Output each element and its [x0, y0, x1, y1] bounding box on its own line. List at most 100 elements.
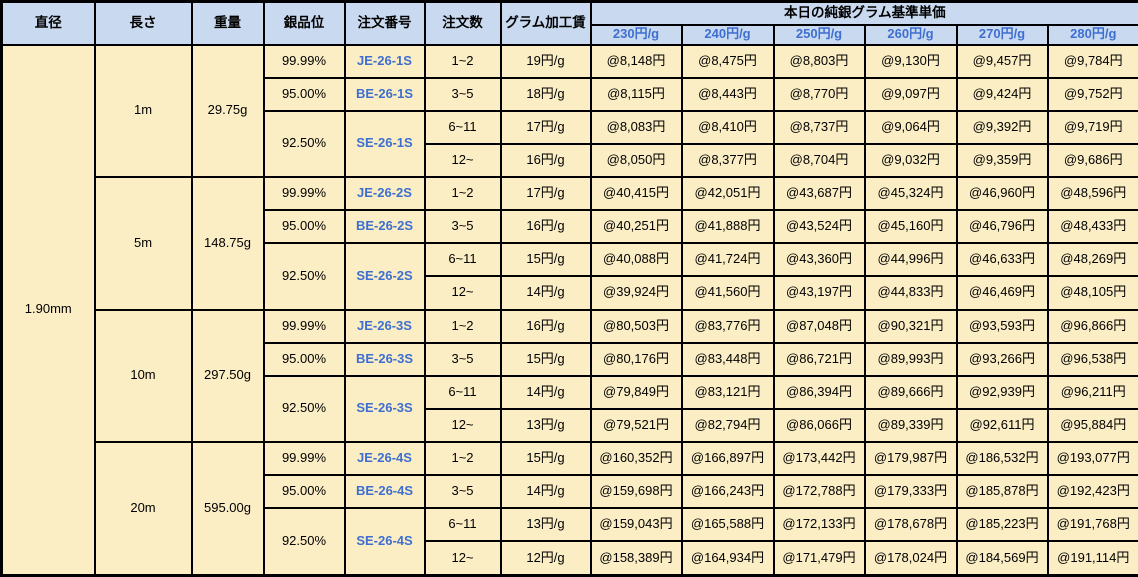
- order-no-cell: BE-26-2S: [343, 209, 426, 245]
- price-cell: @82,794円: [680, 407, 775, 444]
- price-cell: @89,993円: [863, 341, 958, 377]
- order-qty-cell: 3~5: [423, 76, 502, 112]
- price-cell: @158,389円: [589, 540, 683, 577]
- purity-cell: 99.99%: [262, 43, 346, 79]
- price-cell: @8,475円: [680, 43, 775, 79]
- header-row-rates: 230円/g 240円/g 250円/g 260円/g 270円/g 280円/…: [2, 23, 1138, 46]
- col-header-price-group-title: 本日の純銀グラム基準単価: [589, 0, 1138, 26]
- price-cell: @46,469円: [955, 275, 1049, 311]
- length-cell: 1m: [93, 43, 193, 178]
- diameter-cell: 1.90mm: [0, 43, 96, 577]
- length-cell: 10m: [93, 308, 193, 443]
- price-cell: @83,121円: [680, 374, 775, 410]
- price-cell: @172,788円: [772, 474, 866, 510]
- order-qty-cell: 1~2: [423, 308, 502, 344]
- col-header-rate-250: 250円/g: [772, 23, 866, 46]
- price-cell: @43,360円: [772, 242, 866, 278]
- order-no-cell: JE-26-1S: [343, 43, 426, 79]
- fee-cell: 15円/g: [499, 440, 592, 477]
- price-cell: @8,115円: [589, 76, 683, 112]
- order-qty-cell: 6~11: [423, 242, 502, 278]
- col-header-rate-280: 280円/g: [1046, 23, 1138, 46]
- col-header-diameter: 直径: [0, 0, 96, 46]
- purity-cell: 92.50%: [262, 109, 346, 179]
- price-cell: @86,721円: [772, 341, 866, 377]
- length-cell: 20m: [93, 441, 193, 577]
- price-cell: @191,768円: [1046, 507, 1138, 543]
- price-cell: @178,024円: [863, 540, 958, 577]
- price-cell: @92,611円: [955, 407, 1049, 444]
- price-cell: @8,443円: [680, 76, 775, 112]
- price-cell: @186,532円: [955, 440, 1049, 477]
- price-cell: @95,884円: [1046, 407, 1138, 444]
- price-cell: @8,737円: [772, 109, 866, 145]
- order-qty-cell: 12~: [423, 540, 502, 577]
- price-cell: @89,339円: [863, 407, 958, 444]
- price-cell: @96,211円: [1046, 374, 1138, 410]
- order-no-cell: SE-26-2S: [343, 242, 426, 311]
- price-cell: @40,088円: [589, 242, 683, 278]
- price-cell: @80,176円: [589, 341, 683, 377]
- order-qty-cell: 12~: [423, 407, 502, 444]
- price-cell: @191,114円: [1046, 540, 1138, 577]
- fee-cell: 14円/g: [499, 275, 592, 311]
- col-header-rate-270: 270円/g: [955, 23, 1049, 46]
- purity-cell: 95.00%: [262, 209, 346, 245]
- order-no-cell: SE-26-3S: [343, 374, 426, 444]
- price-cell: @48,269円: [1046, 242, 1138, 278]
- price-cell: @41,888円: [680, 209, 775, 245]
- price-cell: @45,324円: [863, 175, 958, 212]
- price-cell: @46,633円: [955, 242, 1049, 278]
- price-cell: @9,064円: [863, 109, 958, 145]
- price-cell: @8,770円: [772, 76, 866, 112]
- fee-cell: 15円/g: [499, 341, 592, 377]
- order-qty-cell: 1~2: [423, 440, 502, 477]
- price-cell: @9,097円: [863, 76, 958, 112]
- price-cell: @44,833円: [863, 275, 958, 311]
- price-cell: @8,410円: [680, 109, 775, 145]
- fee-cell: 16円/g: [499, 142, 592, 179]
- price-cell: @41,560円: [680, 275, 775, 311]
- price-cell: @40,251円: [589, 209, 683, 245]
- price-cell: @89,666円: [863, 374, 958, 410]
- price-cell: @8,083円: [589, 109, 683, 145]
- price-cell: @9,784円: [1046, 43, 1138, 79]
- weight-cell: 148.75g: [190, 176, 265, 311]
- purity-cell: 92.50%: [262, 507, 346, 577]
- price-cell: @83,448円: [680, 341, 775, 377]
- fee-cell: 15円/g: [499, 242, 592, 278]
- weight-cell: 29.75g: [190, 43, 265, 178]
- price-cell: @185,878円: [955, 474, 1049, 510]
- col-header-length: 長さ: [93, 0, 193, 46]
- order-qty-cell: 1~2: [423, 175, 502, 212]
- purity-cell: 95.00%: [262, 341, 346, 377]
- order-qty-cell: 6~11: [423, 507, 502, 543]
- purity-cell: 95.00%: [262, 474, 346, 510]
- price-cell: @80,503円: [589, 308, 683, 344]
- price-cell: @46,796円: [955, 209, 1049, 245]
- col-header-fee: グラム加工賃: [499, 0, 592, 46]
- table-row: 92.50% SE-26-1S: [2, 109, 1138, 179]
- price-cell: @166,243円: [680, 474, 775, 510]
- fee-cell: 19円/g: [499, 43, 592, 79]
- fee-cell: 12円/g: [499, 540, 592, 577]
- price-cell: @48,105円: [1046, 275, 1138, 311]
- order-no-cell: JE-26-3S: [343, 308, 426, 344]
- header-row-top: 直径 長さ 重量 銀品位 注文番号 注文数 グラム加工賃 本日の純銀グラム基準単…: [0, 0, 1138, 46]
- order-qty-cell: 6~11: [423, 109, 502, 145]
- fee-cell: 13円/g: [499, 407, 592, 444]
- price-cell: @8,148円: [589, 43, 683, 79]
- price-cell: @86,066円: [772, 407, 866, 444]
- price-cell: @193,077円: [1046, 440, 1138, 477]
- price-cell: @164,934円: [680, 540, 775, 577]
- price-cell: @9,457円: [955, 43, 1049, 79]
- price-cell: @9,032円: [863, 142, 958, 179]
- table-row: 92.50% SE-26-2S: [2, 242, 1138, 311]
- fee-cell: 17円/g: [499, 109, 592, 145]
- price-cell: @83,776円: [680, 308, 775, 344]
- price-cell: @178,678円: [863, 507, 958, 543]
- fee-cell: 16円/g: [499, 209, 592, 245]
- price-cell: @159,043円: [589, 507, 683, 543]
- table-header: 直径 長さ 重量 銀品位 注文番号 注文数 グラム加工賃 本日の純銀グラム基準単…: [0, 0, 1138, 46]
